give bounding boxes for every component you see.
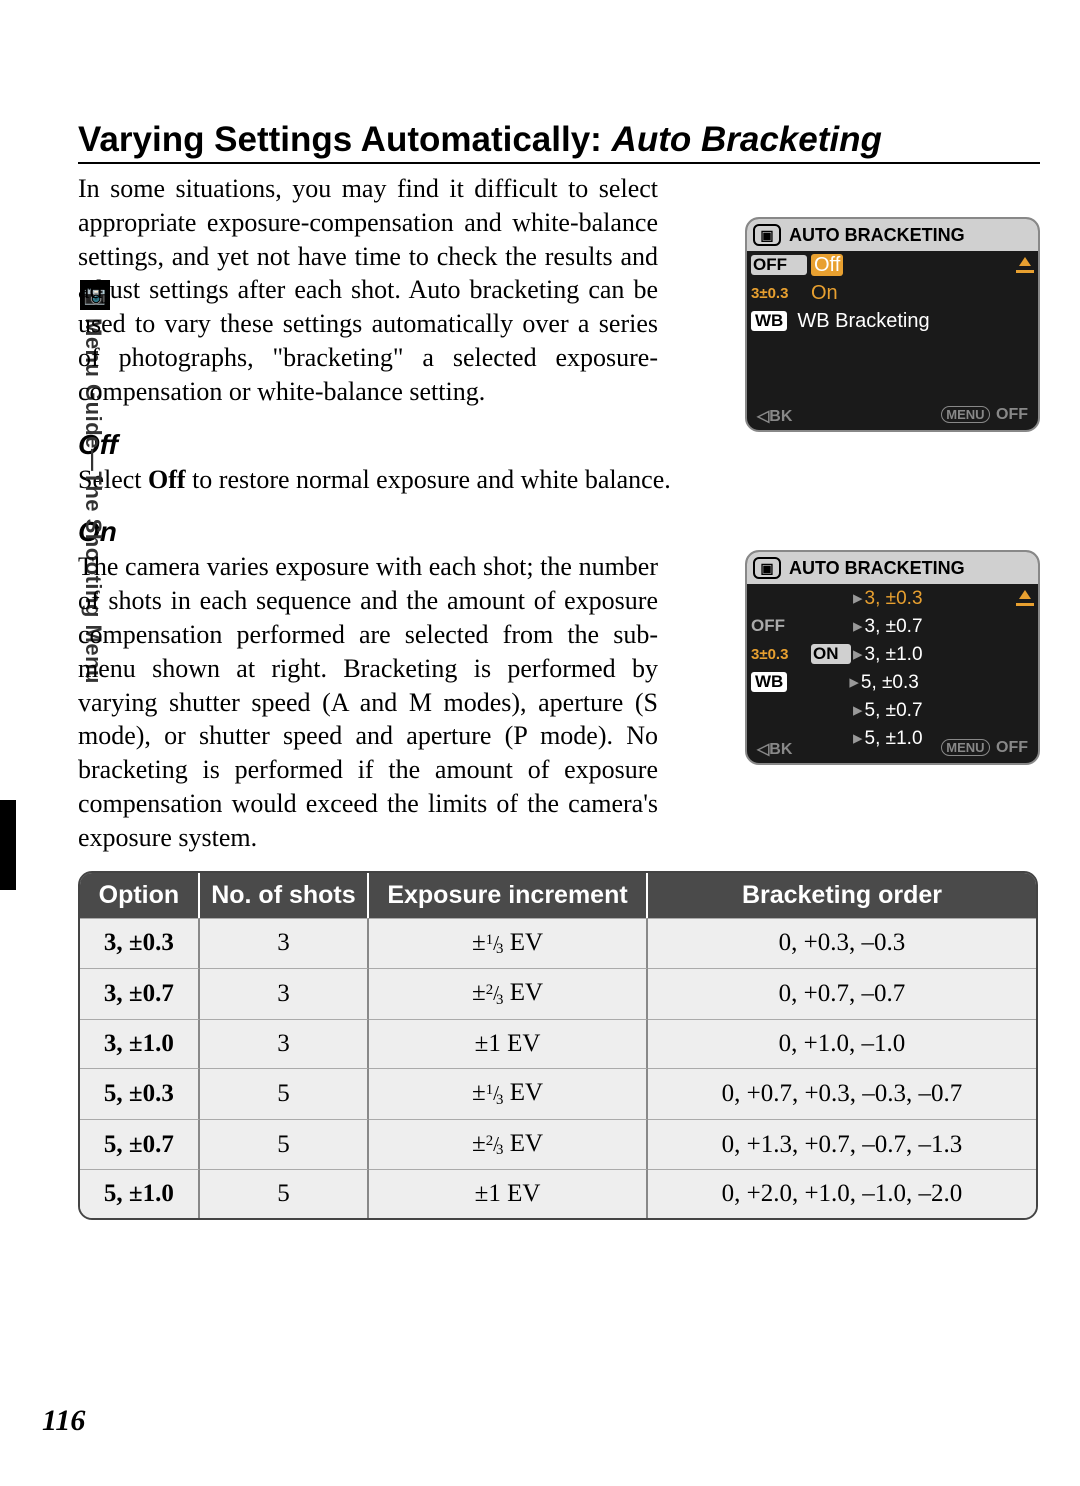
cell-increment: ±1 EV bbox=[369, 1169, 648, 1218]
cell-increment: ±2/3 EV bbox=[369, 1119, 648, 1170]
lcd2-bk: ◁BK bbox=[757, 739, 792, 759]
lcd2-row: ▸3, ±0.3 bbox=[747, 584, 1038, 612]
lcd2-left-wb: WB bbox=[751, 672, 787, 692]
lcd-bk: ◁BK bbox=[757, 406, 792, 426]
lcd-menu-pill: MENU bbox=[941, 406, 989, 423]
cell-increment: ±1 EV bbox=[369, 1019, 648, 1068]
camera-mode-icon: ▣ bbox=[753, 557, 781, 579]
lcd2-row: 3±0.3 ON ▸3, ±1.0 bbox=[747, 640, 1038, 668]
lcd2-menu-pill: MENU bbox=[941, 739, 989, 756]
on-heading: On bbox=[78, 516, 1040, 548]
table-row: 5, ±1.05±1 EV0, +2.0, +1.0, –1.0, –2.0 bbox=[80, 1169, 1036, 1218]
lcd2-menu-off: OFF bbox=[996, 739, 1028, 756]
lcd-wb-badge: WB bbox=[751, 311, 787, 331]
cell-shots: 5 bbox=[200, 1169, 369, 1218]
cell-option: 3, ±0.3 bbox=[80, 918, 200, 969]
lcd2-val-1: ▸3, ±0.7 bbox=[851, 615, 1034, 638]
lcd-row-on: 3±0.3 On bbox=[747, 279, 1038, 307]
lcd-row-wb: WB WB Bracketing bbox=[747, 307, 1038, 335]
title-main: Varying Settings Automatically: bbox=[78, 120, 612, 159]
th-shots: No. of shots bbox=[200, 873, 369, 918]
pointer-icon bbox=[1016, 590, 1034, 606]
cell-increment: ±1/3 EV bbox=[369, 1068, 648, 1119]
lcd-screen-main: ▣ AUTO BRACKETING OFF Off 3±0.3 On WB WB… bbox=[745, 217, 1040, 432]
table-row: 5, ±0.75±2/3 EV0, +1.3, +0.7, –0.7, –1.3 bbox=[80, 1119, 1036, 1170]
lcd2-val-4: ▸5, ±0.7 bbox=[851, 699, 1034, 722]
cell-shots: 3 bbox=[200, 918, 369, 969]
lcd2-val-2: ▸3, ±1.0 bbox=[851, 643, 1034, 666]
table-header-row: Option No. of shots Exposure increment B… bbox=[80, 873, 1036, 918]
lcd2-left-off: OFF bbox=[751, 616, 811, 636]
cell-shots: 5 bbox=[200, 1119, 369, 1170]
cell-shots: 3 bbox=[200, 1019, 369, 1068]
cell-order: 0, +1.0, –1.0 bbox=[648, 1019, 1036, 1068]
cell-option: 3, ±0.7 bbox=[80, 968, 200, 1019]
th-order: Bracketing order bbox=[648, 873, 1036, 918]
lcd-menu-off: OFF bbox=[996, 406, 1028, 423]
lcd-row-off: OFF Off bbox=[747, 251, 1038, 279]
cell-shots: 3 bbox=[200, 968, 369, 1019]
off-paragraph: Select Off to restore normal exposure an… bbox=[78, 463, 1038, 497]
on-paragraph: The camera varies exposure with each sho… bbox=[78, 550, 658, 854]
lcd-off-label: Off bbox=[811, 254, 843, 276]
table-row: 3, ±0.33±1/3 EV0, +0.3, –0.3 bbox=[80, 918, 1036, 969]
table-row: 3, ±0.73±2/3 EV0, +0.7, –0.7 bbox=[80, 968, 1036, 1019]
cell-increment: ±1/3 EV bbox=[369, 918, 648, 969]
table-row: 5, ±0.35±1/3 EV0, +0.7, +0.3, –0.3, –0.7 bbox=[80, 1068, 1036, 1119]
cell-order: 0, +2.0, +1.0, –1.0, –2.0 bbox=[648, 1169, 1036, 1218]
lcd-title: AUTO BRACKETING bbox=[789, 225, 965, 246]
cell-order: 0, +0.7, –0.7 bbox=[648, 968, 1036, 1019]
lcd2-left-303: 3±0.3 bbox=[751, 646, 811, 663]
cell-option: 5, ±0.7 bbox=[80, 1119, 200, 1170]
table-row: 3, ±1.03±1 EV0, +1.0, –1.0 bbox=[80, 1019, 1036, 1068]
lcd2-header: ▣ AUTO BRACKETING bbox=[747, 552, 1038, 584]
cell-increment: ±2/3 EV bbox=[369, 968, 648, 1019]
lcd-footer: ◁BK MENU OFF bbox=[747, 406, 1038, 426]
cell-order: 0, +0.3, –0.3 bbox=[648, 918, 1036, 969]
lcd2-val-3: ▸5, ±0.3 bbox=[847, 671, 1034, 694]
lcd-screen-submenu: ▣ AUTO BRACKETING ▸3, ±0.3 OFF ▸3, ±0.7 … bbox=[745, 550, 1040, 765]
th-increment: Exposure increment bbox=[369, 873, 648, 918]
off-text-bold: Off bbox=[148, 465, 186, 494]
lcd-on-label: On bbox=[807, 282, 1034, 305]
lcd-303-badge: 3±0.3 bbox=[751, 285, 807, 302]
lcd2-footer: ◁BK MENU OFF bbox=[747, 739, 1038, 759]
pointer-icon bbox=[1016, 257, 1034, 273]
cell-option: 5, ±1.0 bbox=[80, 1169, 200, 1218]
lcd2-row: OFF ▸3, ±0.7 bbox=[747, 612, 1038, 640]
lcd2-val-0: ▸3, ±0.3 bbox=[851, 587, 1010, 610]
page-number: 116 bbox=[42, 1404, 85, 1438]
cell-order: 0, +0.7, +0.3, –0.3, –0.7 bbox=[648, 1068, 1036, 1119]
title-italic: Auto Bracketing bbox=[612, 120, 882, 159]
lcd2-title: AUTO BRACKETING bbox=[789, 558, 965, 579]
lcd2-row: ▸5, ±0.7 bbox=[747, 696, 1038, 724]
lcd-off-badge: OFF bbox=[751, 255, 807, 275]
lcd2-row: WB ▸5, ±0.3 bbox=[747, 668, 1038, 696]
intro-paragraph: In some situations, you may find it diff… bbox=[78, 172, 658, 409]
edge-tab bbox=[0, 800, 16, 890]
cell-shots: 5 bbox=[200, 1068, 369, 1119]
page-title: Varying Settings Automatically: Auto Bra… bbox=[78, 120, 1040, 164]
cell-option: 5, ±0.3 bbox=[80, 1068, 200, 1119]
off-text-post: to restore normal exposure and white bal… bbox=[186, 465, 671, 494]
bracketing-table: Option No. of shots Exposure increment B… bbox=[78, 871, 1038, 1221]
cell-order: 0, +1.3, +0.7, –0.7, –1.3 bbox=[648, 1119, 1036, 1170]
lcd2-on-badge: ON bbox=[811, 644, 851, 664]
page-content: 📷 Menu Guide—The Shooting Menu Varying S… bbox=[40, 120, 1040, 1220]
cell-option: 3, ±1.0 bbox=[80, 1019, 200, 1068]
th-option: Option bbox=[80, 873, 200, 918]
camera-mode-icon: ▣ bbox=[753, 224, 781, 246]
lcd-wb-label: WB Bracketing bbox=[793, 310, 1034, 333]
lcd-header: ▣ AUTO BRACKETING bbox=[747, 219, 1038, 251]
off-heading: Off bbox=[78, 429, 1040, 461]
